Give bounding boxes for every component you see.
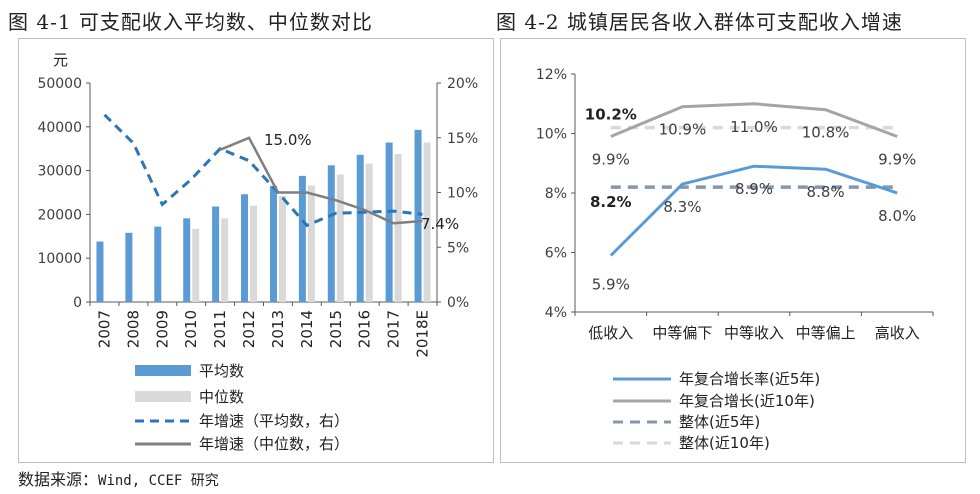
x-tick-label: 2017: [385, 310, 403, 348]
x-tick-label: 2013: [269, 310, 287, 348]
chart-panel-left: 元 0 10000 20000 30000 40000 50000 0% 5% 10% 15% 20%…: [18, 38, 494, 463]
legend-label: 整体(近5年): [679, 413, 760, 431]
x-tick-label: 高收入: [875, 324, 920, 342]
source-note: 数据来源：Wind, CCEF 研究: [18, 466, 219, 490]
y-tick-label: 40000: [37, 120, 82, 136]
data-label: 11.0%: [730, 118, 778, 136]
y2-tick-label: 5%: [447, 240, 469, 256]
data-label: 8.9%: [735, 180, 773, 198]
x-tick-label: 低收入: [588, 324, 633, 342]
x-tick-label: 2009: [153, 310, 171, 348]
data-label: 9.9%: [592, 150, 630, 168]
bar-mean: [269, 185, 277, 302]
bar-mean: [125, 232, 133, 302]
figure-title-left: 图 4-1 可支配收入平均数、中位数对比: [8, 10, 373, 34]
y-tick-label: 4%: [545, 305, 567, 321]
data-label: 5.9%: [592, 275, 630, 293]
bar-median: [423, 142, 431, 302]
bar-mean: [327, 165, 335, 302]
legend-swatch: [135, 391, 191, 402]
y-tick-label: 0: [73, 295, 82, 311]
x-tick-label: 2016: [356, 310, 374, 348]
bar-mean: [414, 129, 422, 302]
line-median-growth: [219, 136, 423, 225]
data-label: 8.0%: [878, 207, 916, 225]
y-tick-label: 12%: [536, 67, 567, 83]
y2-tick-label: 10%: [447, 186, 478, 202]
source-text: Wind, CCEF 研究: [98, 473, 219, 489]
series-line: [609, 164, 898, 257]
data-label: 8.2%: [590, 193, 632, 211]
y-tick-label: 8%: [545, 186, 567, 202]
legend-label: 年复合增长(近10年): [679, 392, 815, 410]
annotation-label: 7.4%: [421, 215, 459, 233]
x-tick-label: 中等偏下: [652, 324, 712, 342]
data-label: 10.2%: [585, 106, 637, 124]
income-mean-median-chart: 元 0 10000 20000 30000 40000 50000 0% 5% 10% 15% 20%…: [37, 51, 478, 453]
data-label: 10.9%: [659, 121, 707, 139]
y-tick-label: 10%: [536, 127, 567, 143]
x-tick-label: 2018E: [414, 310, 432, 358]
y2-tick-label: 0%: [447, 295, 469, 311]
legend-label: 中位数: [199, 388, 244, 406]
bar-mean: [183, 218, 191, 302]
bar-median: [250, 205, 258, 302]
y-tick-label: 30000: [37, 164, 82, 180]
x-tick-label: 2015: [327, 310, 345, 348]
legend-swatch: [135, 365, 191, 376]
bar-median: [278, 196, 286, 302]
bar-median: [365, 163, 373, 302]
x-tick-label: 2011: [211, 310, 229, 348]
x-tick-label: 2014: [298, 310, 316, 348]
y-tick-label: 20000: [37, 207, 82, 223]
series-line: [610, 102, 898, 138]
data-label: 9.9%: [878, 150, 916, 168]
y2-tick-label: 20%: [447, 76, 478, 92]
bar-mean: [212, 206, 220, 302]
bar-mean: [298, 175, 306, 302]
annotation-label: 15.0%: [264, 131, 312, 149]
legend-label: 整体(近10年): [679, 434, 770, 452]
x-tick-label: 中等收入: [724, 324, 784, 342]
x-tick-label: 2010: [182, 310, 200, 348]
bar-median: [394, 153, 402, 302]
bar-median: [307, 185, 315, 302]
bar-mean: [241, 194, 249, 302]
y2-tick-label: 15%: [447, 131, 478, 147]
x-tick-label: 2008: [124, 310, 142, 348]
line-mean-growth: [103, 113, 423, 228]
income-group-growth-chart: 4% 6% 8% 10% 12% 低收入 中等偏下 中等收入 中等偏上 高收入 5.9% 8.3% 8.…: [536, 67, 934, 452]
source-prefix: 数据来源：: [18, 470, 99, 489]
x-tick-label: 2012: [240, 310, 258, 348]
x-tick-label: 2007: [95, 310, 113, 348]
y-axis-unit: 元: [53, 51, 68, 69]
bar-median: [336, 174, 344, 302]
y-tick-label: 6%: [545, 246, 567, 262]
bar-mean: [96, 241, 104, 302]
legend-label: 年增速（平均数，右）: [199, 412, 349, 430]
bar-median: [221, 218, 229, 302]
data-label: 8.8%: [807, 183, 845, 201]
bar-mean: [154, 226, 162, 302]
legend-label: 平均数: [199, 362, 244, 380]
data-label: 8.3%: [663, 198, 701, 216]
legend-label: 年复合增长率(近5年): [679, 370, 820, 388]
y-tick-label: 10000: [37, 251, 82, 267]
y-tick-label: 50000: [37, 76, 82, 92]
bar-median: [192, 228, 200, 302]
data-label: 10.8%: [802, 124, 850, 142]
x-tick-label: 中等偏上: [796, 324, 856, 342]
chart-panel-right: 4% 6% 8% 10% 12% 低收入 中等偏下 中等收入 中等偏上 高收入 5.9% 8.3% 8.…: [500, 38, 966, 463]
bar-mean: [356, 154, 364, 302]
figure-title-right: 图 4-2 城镇居民各收入群体可支配收入增速: [496, 10, 903, 34]
legend-label: 年增速（中位数，右）: [199, 435, 349, 453]
